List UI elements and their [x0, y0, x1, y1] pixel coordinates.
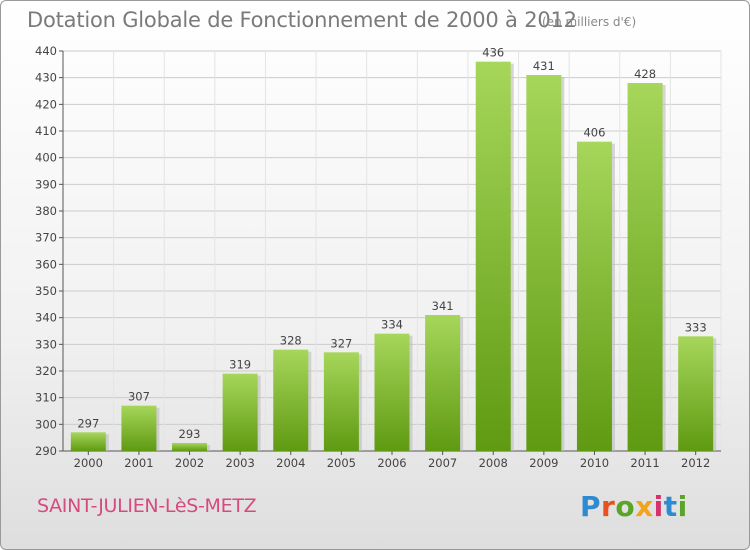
value-label: 431: [533, 59, 555, 73]
y-tick-label: 330: [35, 337, 57, 351]
logo-letter: P: [580, 490, 602, 523]
x-tick-label: 2009: [529, 456, 558, 470]
logo-letter: o: [615, 490, 636, 523]
x-tick-label: 2000: [74, 456, 103, 470]
bars: [70, 61, 717, 452]
x-tick-label: 2010: [580, 456, 609, 470]
x-tick-label: 2008: [479, 456, 508, 470]
logo-letter: i: [653, 490, 664, 523]
bar-2002[interactable]: [172, 443, 208, 451]
value-label: 293: [179, 427, 201, 441]
bar-2004[interactable]: [273, 349, 309, 451]
city-name: SAINT-JULIEN-LèS-METZ: [37, 495, 257, 517]
value-label: 297: [77, 416, 99, 430]
y-tick-label: 410: [35, 124, 57, 138]
chart-title: Dotation Globale de Fonctionnement de 20…: [27, 8, 577, 32]
y-tick-label: 290: [35, 444, 57, 458]
proxiti-logo[interactable]: Proxiti: [580, 490, 688, 523]
y-tick-label: 400: [35, 151, 57, 165]
x-tick-label: 2002: [175, 456, 204, 470]
logo-letter: r: [601, 490, 616, 523]
bar-2006[interactable]: [374, 333, 410, 451]
y-tick-label: 390: [35, 177, 57, 191]
bar-2009[interactable]: [526, 75, 562, 451]
bar-2007[interactable]: [425, 315, 461, 451]
x-tick-label: 2004: [276, 456, 305, 470]
value-label: 307: [128, 390, 150, 404]
bar-2011[interactable]: [627, 83, 663, 451]
chart-subtitle: (en milliers d'€): [542, 15, 637, 29]
x-tick-label: 2003: [226, 456, 255, 470]
value-label: 327: [330, 336, 352, 350]
value-label: 428: [634, 67, 656, 81]
y-tick-label: 430: [35, 71, 57, 85]
x-tick-label: 2007: [428, 456, 457, 470]
y-tick-label: 310: [35, 391, 57, 405]
value-label: 333: [685, 320, 707, 334]
y-tick-label: 380: [35, 204, 57, 218]
logo-letter: i: [677, 490, 688, 523]
value-label: 328: [280, 334, 302, 348]
x-tick-label: 2001: [124, 456, 153, 470]
value-label: 406: [583, 126, 605, 140]
value-label: 334: [381, 318, 403, 332]
x-tick-label: 2012: [681, 456, 710, 470]
value-label: 436: [482, 46, 504, 60]
x-tick-label: 2005: [327, 456, 356, 470]
y-tick-label: 300: [35, 417, 57, 431]
bar-2005[interactable]: [323, 352, 359, 451]
value-label: 341: [432, 299, 454, 313]
logo-letter: x: [635, 490, 654, 523]
bar-2010[interactable]: [576, 141, 612, 451]
bar-2012[interactable]: [678, 336, 714, 451]
bar-2003[interactable]: [222, 373, 258, 451]
y-tick-label: 340: [35, 311, 57, 325]
y-tick-label: 370: [35, 231, 57, 245]
bar-2000[interactable]: [70, 432, 106, 451]
bar-2008[interactable]: [475, 61, 511, 452]
value-label: 319: [229, 358, 251, 372]
logo-letter: t: [663, 490, 678, 523]
y-tick-label: 320: [35, 364, 57, 378]
y-tick-label: 420: [35, 97, 57, 111]
x-tick-label: 2006: [377, 456, 406, 470]
labels: 290 300 310 320 330 340 350 360 370 380 390 400 410 4…: [35, 44, 710, 470]
x-tick-label: 2011: [630, 456, 659, 470]
y-tick-label: 350: [35, 284, 57, 298]
y-tick-label: 360: [35, 257, 57, 271]
y-tick-label: 440: [35, 44, 57, 58]
bar-2001[interactable]: [121, 405, 157, 451]
